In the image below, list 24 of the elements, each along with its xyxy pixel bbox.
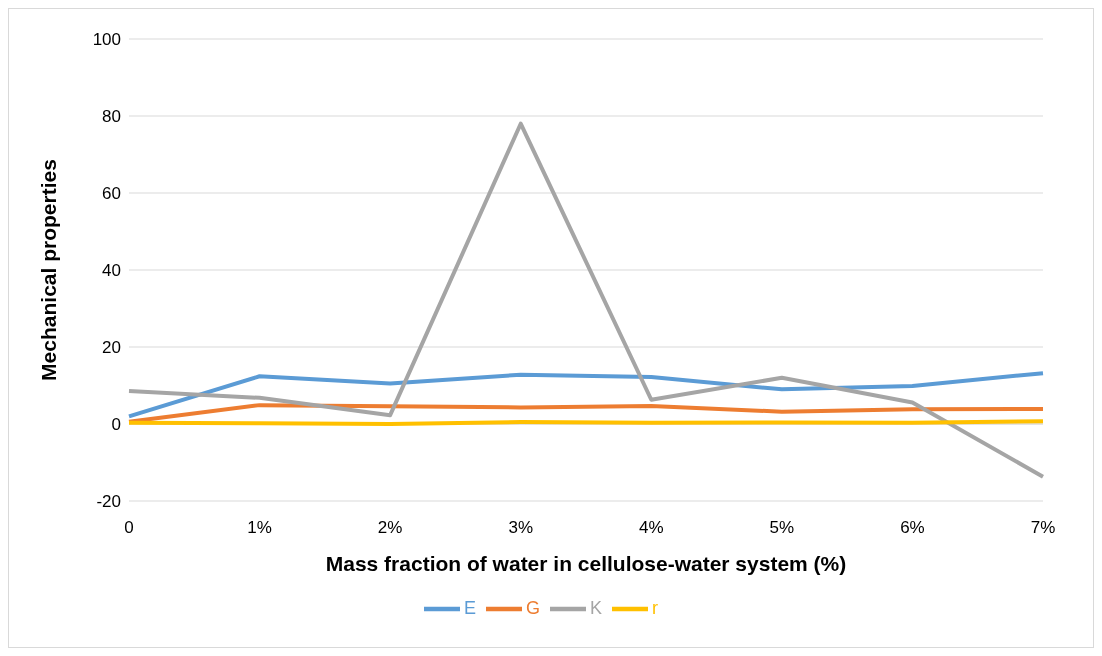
legend-label: r <box>652 597 659 618</box>
y-tick-label: 20 <box>102 338 121 358</box>
y-axis-title: Mechanical properties <box>37 159 61 381</box>
legend-label: K <box>590 597 603 618</box>
y-tick-label: 100 <box>92 30 121 50</box>
y-tick-label: 40 <box>102 261 121 281</box>
line-series <box>127 121 1045 479</box>
x-tick-label: 5% <box>769 518 795 538</box>
x-tick-label: 6% <box>900 518 925 538</box>
line-series <box>127 403 1045 424</box>
y-tick-label: 60 <box>102 184 121 204</box>
y-tick-label: -20 <box>96 492 121 512</box>
x-tick-label: 3% <box>508 518 533 538</box>
x-tick-label: 7% <box>1030 518 1056 538</box>
x-tick-label: 2% <box>377 518 403 538</box>
y-tick-label: 80 <box>102 107 121 127</box>
line-series <box>127 371 1045 419</box>
x-axis-title: Mass fraction of water in cellulose-water system (%) <box>325 552 847 575</box>
y-tick-label: 0 <box>111 415 121 435</box>
x-tick-label: 1% <box>247 518 272 538</box>
legend-label: G <box>525 597 540 618</box>
legend-label: E <box>463 597 476 618</box>
x-tick-label: 0 <box>124 518 134 538</box>
x-tick-label: 4% <box>639 518 664 538</box>
